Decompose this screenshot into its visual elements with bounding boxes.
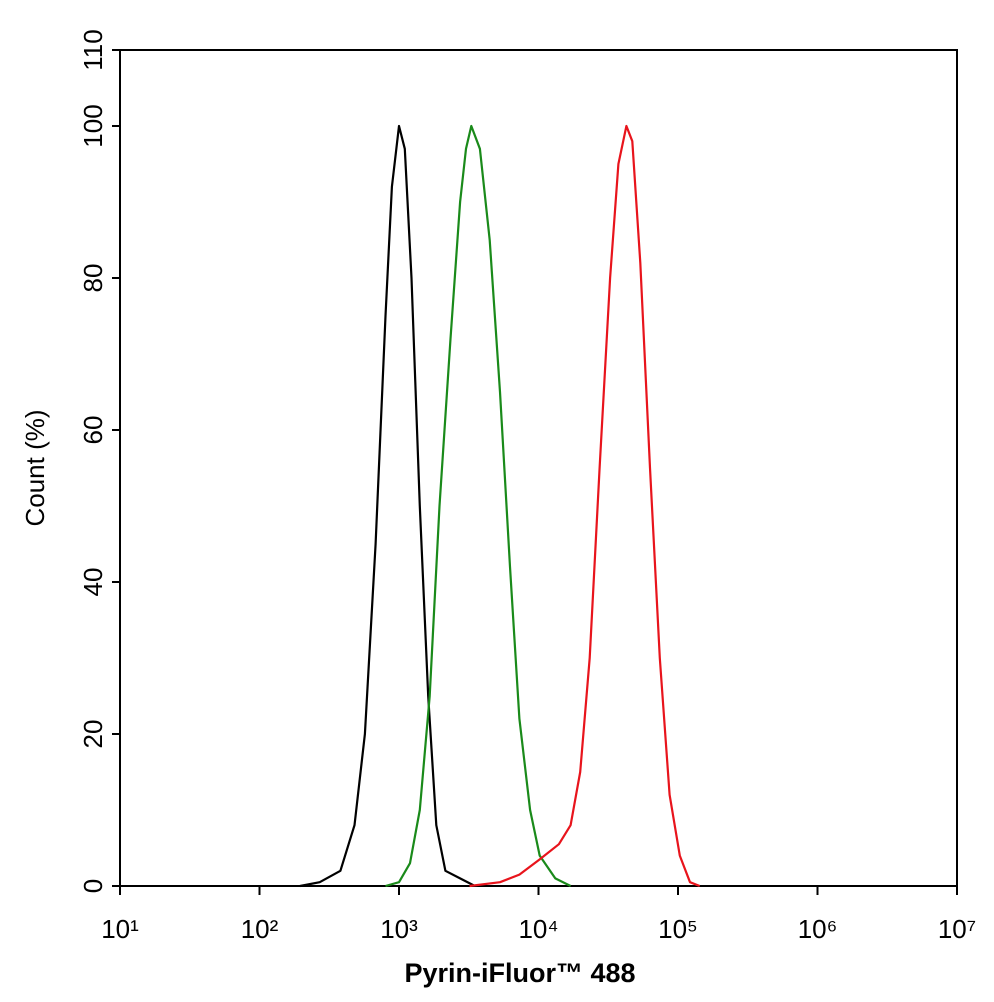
- y-axis-title: Count (%): [20, 409, 50, 526]
- y-tick-label: 0: [78, 879, 108, 893]
- histogram-line: [385, 124, 572, 888]
- x-tick-label: 10²: [241, 914, 279, 944]
- y-tick-label: 110: [78, 29, 108, 70]
- y-tick-label: 80: [78, 264, 108, 293]
- x-tick-label: 10³: [380, 914, 418, 944]
- y-tick-label: 40: [78, 568, 108, 597]
- histogram-line: [469, 124, 701, 888]
- y-tick-label: 100: [78, 104, 108, 147]
- x-axis-title: Pyrin-iFluor™ 488: [404, 958, 635, 988]
- y-tick-label: 60: [78, 416, 108, 445]
- x-tick-label: 10⁵: [658, 914, 698, 944]
- x-tick-label: 10¹: [101, 914, 139, 944]
- x-tick-label: 10⁴: [518, 914, 558, 944]
- x-tick-label: 10⁷: [938, 914, 976, 944]
- plot-frame: [119, 49, 958, 887]
- y-tick-label: 20: [78, 720, 108, 749]
- histogram-line: [299, 124, 476, 888]
- x-tick-label: 10⁶: [798, 914, 838, 944]
